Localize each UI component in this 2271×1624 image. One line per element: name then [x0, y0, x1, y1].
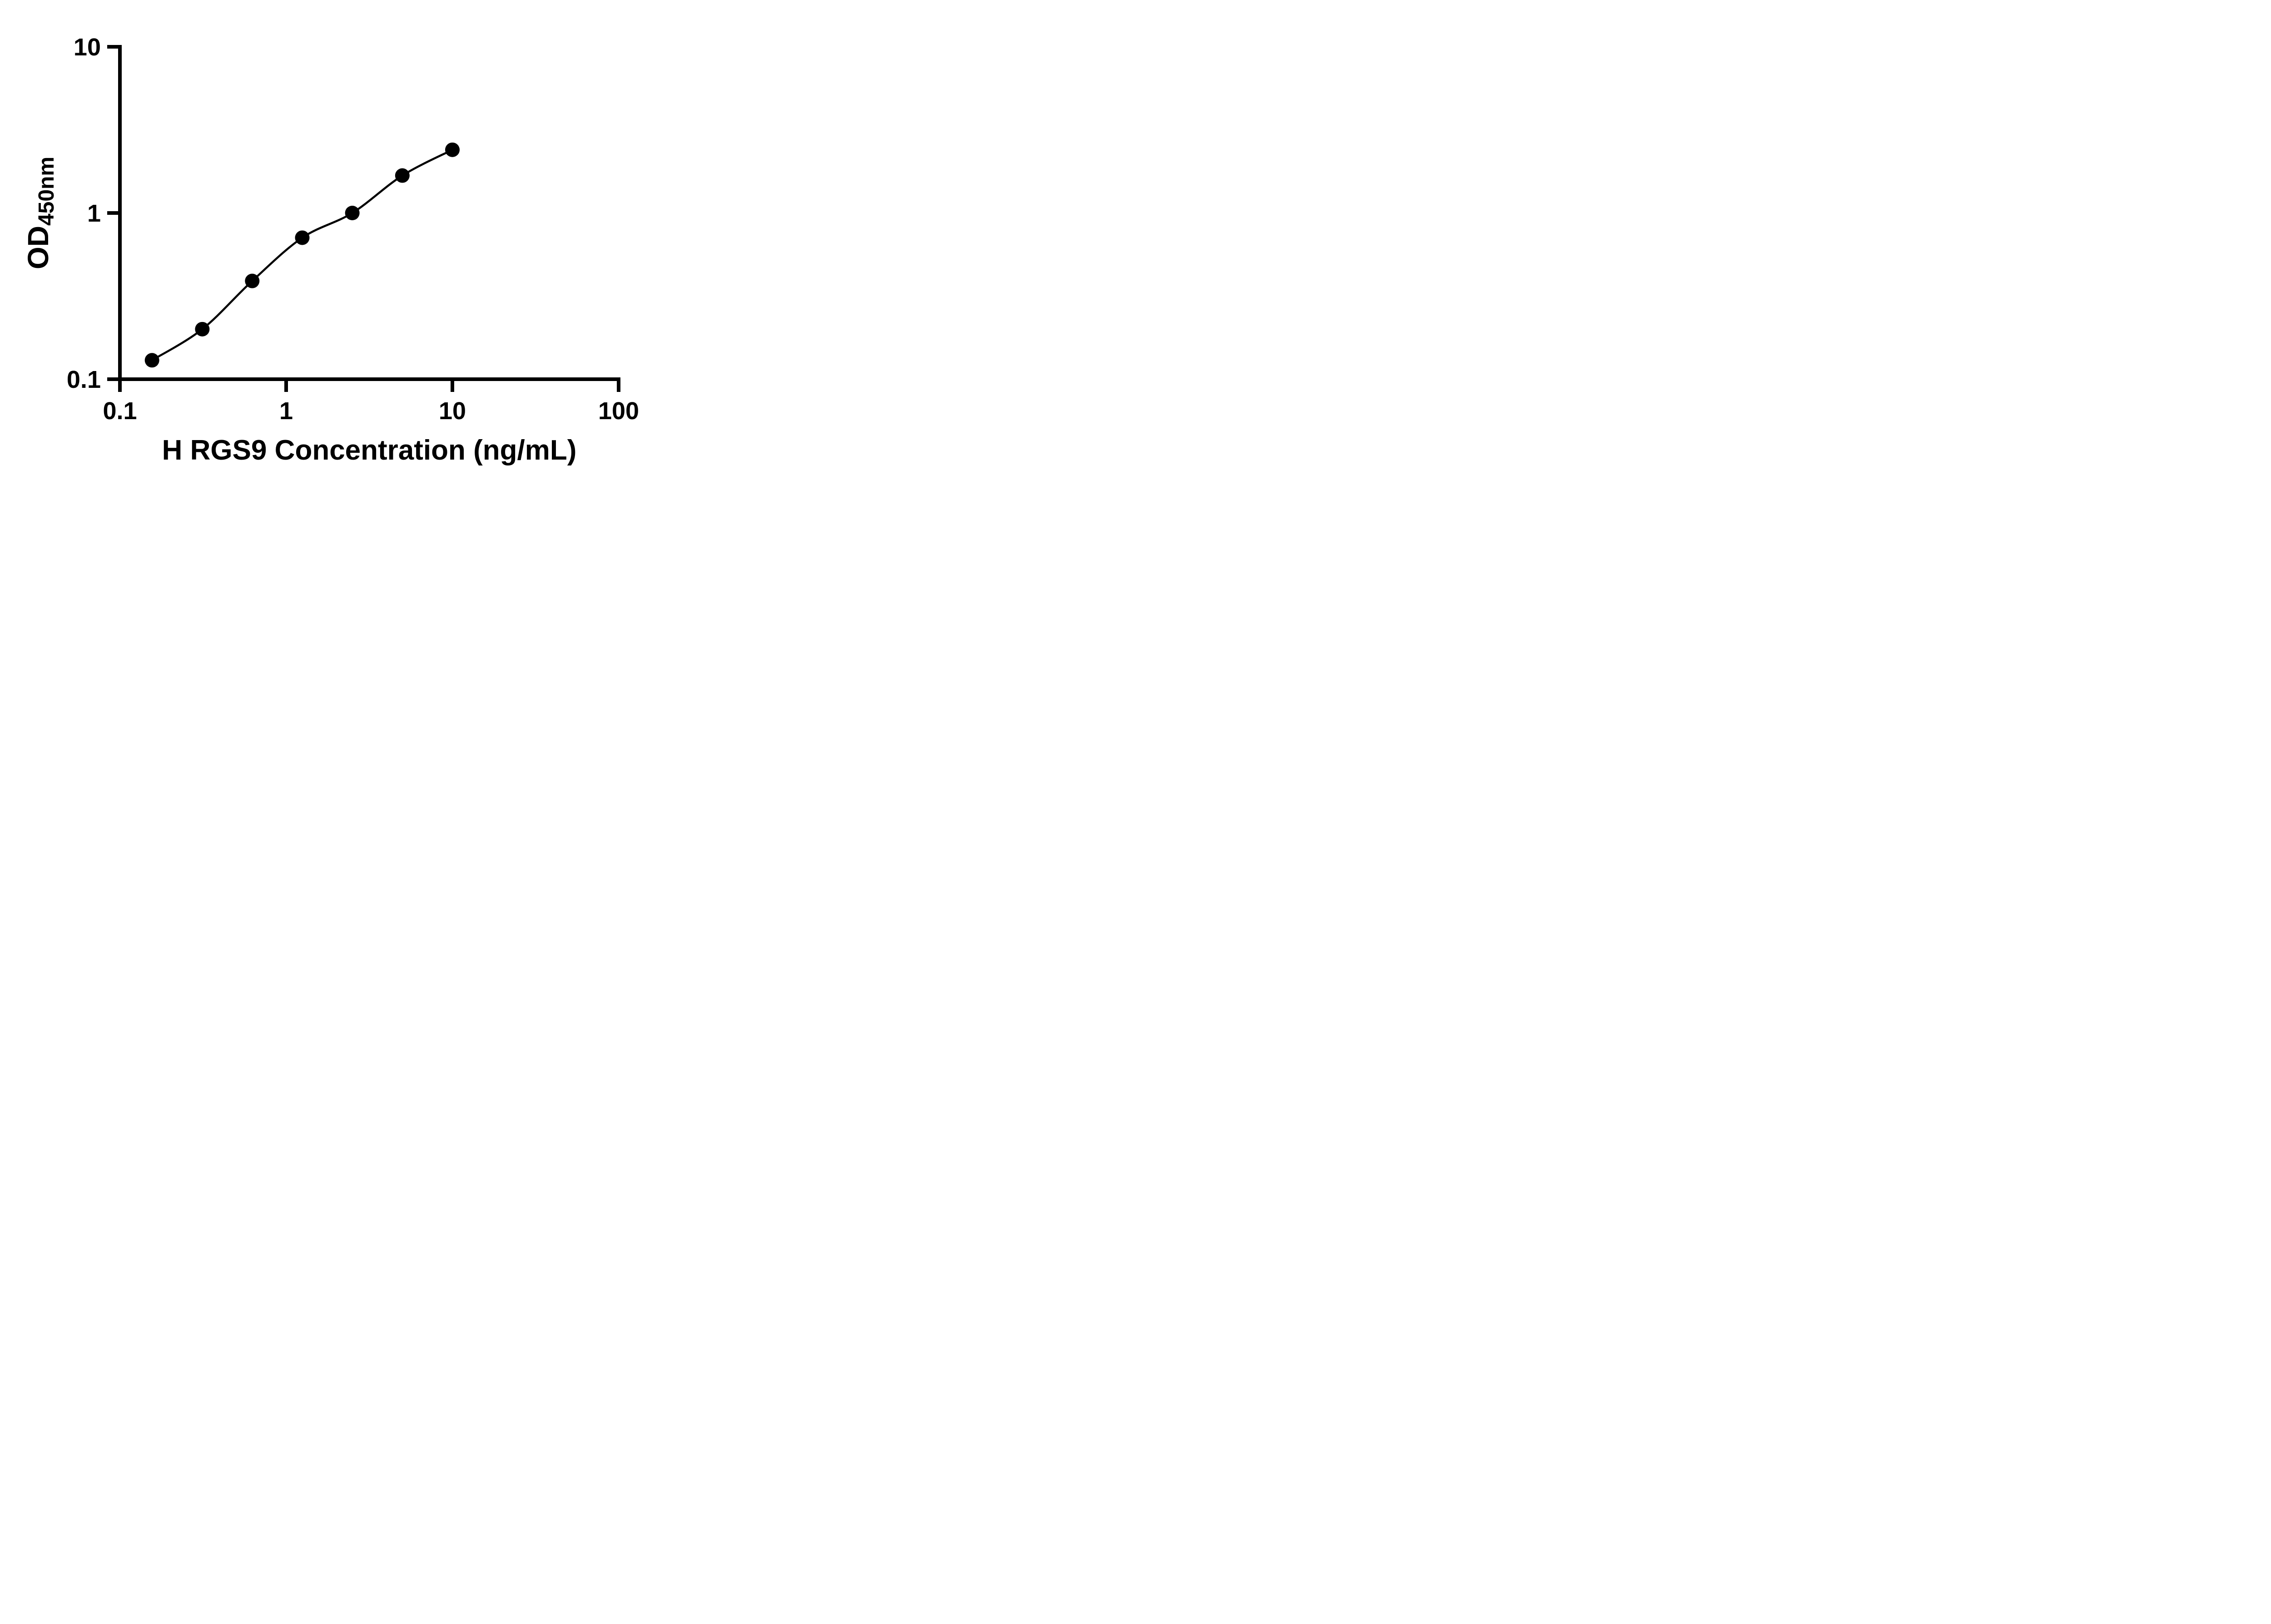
ticks-group: [107, 45, 620, 392]
standard-curve-plot: 0.1 1 10 100 0.1 1 10 H RGS9 Concentration (ng…: [22, 34, 639, 466]
data-point: [445, 142, 460, 157]
data-point: [295, 230, 310, 245]
data-point: [395, 168, 410, 183]
data-point: [144, 353, 159, 368]
y-tick-label: 10: [74, 34, 101, 61]
x-tick-label: 0.1: [103, 397, 137, 425]
series-group: [144, 142, 460, 368]
y-tick-label: 0.1: [67, 366, 101, 393]
y-axis-label: OD450nm: [22, 157, 59, 269]
data-point: [245, 273, 260, 288]
data-point: [195, 322, 210, 337]
x-tick-label: 100: [598, 397, 639, 425]
data-point: [345, 206, 360, 220]
x-tick-label: 10: [439, 397, 466, 425]
axes-group: [118, 45, 620, 381]
x-axis-label: H RGS9 Concentration (ng/mL): [162, 435, 577, 466]
tick-labels-group: 0.1 1 10 100 0.1 1 10: [67, 34, 639, 425]
x-tick-label: 1: [279, 397, 293, 425]
chart-figure: 0.1 1 10 100 0.1 1 10 H RGS9 Concentration (ng…: [0, 0, 686, 487]
y-tick-label: 1: [87, 200, 101, 227]
